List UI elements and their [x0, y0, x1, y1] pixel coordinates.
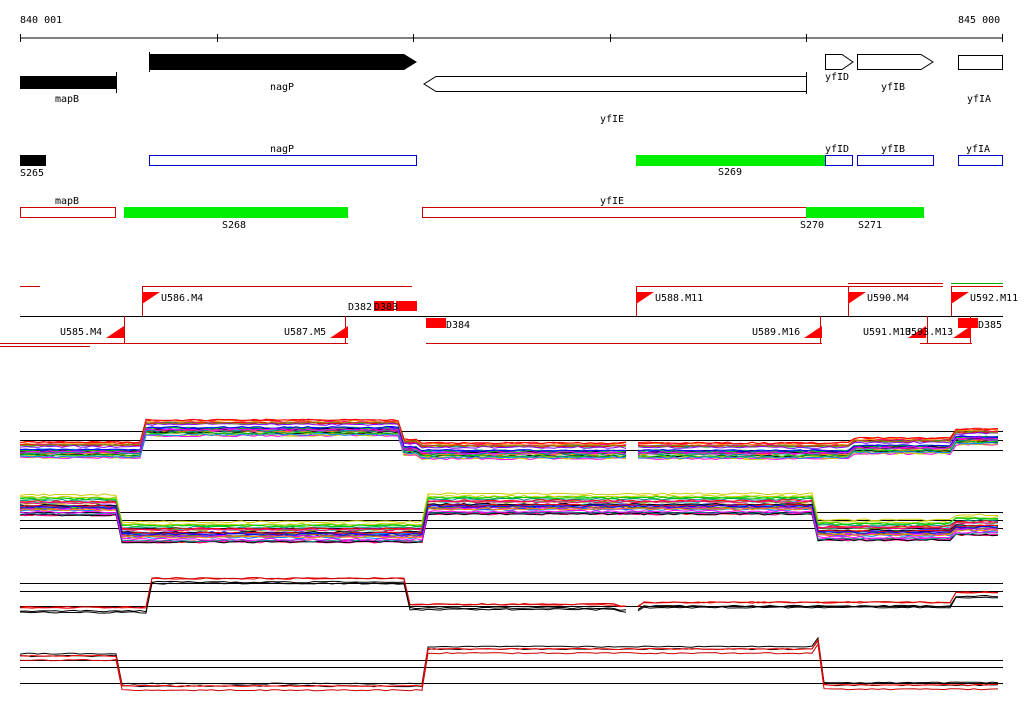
- gene-label-yfID: yfID: [825, 72, 849, 83]
- segment-row-1: S265 nagP S269 yfID yfIB yfIA: [20, 144, 1003, 179]
- panel1-trace: [19, 433, 999, 460]
- marker-D384[interactable]: D384: [426, 318, 470, 331]
- panel3-trace: [19, 580, 999, 613]
- panel2-trace: [19, 505, 999, 537]
- marker-U585-M4[interactable]: U585.M4: [60, 326, 124, 338]
- gene-label-mapB: mapB: [55, 94, 79, 105]
- gene-yfIA[interactable]: yfIA: [958, 55, 1003, 106]
- segment-label-yfID: yfID: [825, 144, 849, 155]
- panel1-trace: [19, 428, 999, 455]
- segment-S269[interactable]: [636, 155, 826, 166]
- ruler-end-label: 845 000: [958, 15, 1000, 26]
- gene-mapB[interactable]: mapB: [20, 72, 117, 105]
- gene-track: mapB nagP yfIE yfID yfIB yfIA: [20, 52, 1003, 125]
- panel2-trace: [19, 512, 999, 544]
- marker-U587-M5[interactable]: U587.M5: [284, 326, 348, 338]
- marker-label-U592-M11: U592.M11: [970, 293, 1018, 304]
- panel4-trace: [19, 642, 999, 692]
- segment-label-S269: S269: [718, 167, 742, 178]
- panel4-trace: [19, 639, 999, 688]
- marker-label-U588-M11: U588.M11: [655, 293, 703, 304]
- marker-D383[interactable]: D383: [374, 301, 417, 313]
- marker-label-U593-M13: U593.M13: [905, 327, 953, 338]
- profile-panel-3: [19, 576, 1003, 614]
- segment-mapB[interactable]: [20, 207, 116, 218]
- segment-label-S265: S265: [20, 168, 44, 179]
- panel3-trace: [19, 582, 999, 614]
- marker-label-D384: D384: [446, 320, 470, 331]
- profile-panel-2: [19, 492, 1003, 544]
- marker-label-D383: D383: [374, 302, 398, 313]
- gene-yfID[interactable]: yfID: [825, 54, 854, 84]
- segment-label-S271: S271: [858, 220, 882, 231]
- segment-S271[interactable]: [806, 207, 924, 218]
- marker-label-D382: D382: [348, 302, 372, 313]
- panel2-trace: [19, 511, 999, 543]
- marker-U589-M16[interactable]: U589.M16: [752, 326, 822, 338]
- panel2-trace: [19, 504, 999, 536]
- panel2-trace: [19, 499, 999, 531]
- gene-label-yfIB: yfIB: [881, 82, 905, 93]
- panel2-trace: [19, 507, 999, 539]
- segment-row-2: mapB S268 yfIE S270 S271: [20, 196, 924, 231]
- panel2-trace: [19, 496, 999, 528]
- profile-panel-1: [19, 418, 1003, 461]
- panel2-trace: [19, 500, 999, 532]
- segment-label-yfIE: yfIE: [600, 196, 624, 207]
- marker-U586-M4[interactable]: U586.M4: [142, 292, 203, 304]
- gene-yfIE[interactable]: yfIE: [423, 72, 807, 125]
- marker-U590-M4[interactable]: U590.M4: [848, 292, 909, 304]
- marker-label-U587-M5: U587.M5: [284, 327, 326, 338]
- panel1-trace: [19, 425, 999, 453]
- marker-U593-M13[interactable]: U593.M13: [905, 326, 971, 338]
- marker-U591-M13[interactable]: U591.M13: [863, 326, 926, 338]
- segment-label-S270: S270: [800, 220, 824, 231]
- marker-label-U589-M16: U589.M16: [752, 327, 800, 338]
- panel2-trace: [19, 492, 998, 524]
- segment-S265[interactable]: [20, 155, 46, 166]
- marker-D385[interactable]: D385: [958, 318, 1002, 331]
- panel4-trace: [19, 638, 998, 688]
- marker-label-D385: D385: [978, 320, 1002, 331]
- profile-panel-4: [19, 636, 1003, 692]
- segment-yfID[interactable]: [825, 155, 853, 166]
- panel1-trace: [19, 422, 999, 449]
- marker-label-U586-M4: U586.M4: [161, 293, 203, 304]
- segment-yfIA[interactable]: [958, 155, 1003, 166]
- segment-label-mapB: mapB: [55, 196, 79, 207]
- coordinate-ruler: 840 001 845 000: [20, 15, 1003, 42]
- marker-track: U586.M4 D382 D383 U588.M11 U590.M4 U592.…: [0, 283, 1018, 347]
- marker-label-U585-M4: U585.M4: [60, 327, 102, 338]
- gene-label-yfIA: yfIA: [967, 94, 991, 105]
- marker-label-U591-M13: U591.M13: [863, 327, 911, 338]
- marker-D382[interactable]: D382: [348, 301, 394, 313]
- marker-label-U590-M4: U590.M4: [867, 293, 909, 304]
- gene-nagP[interactable]: nagP: [149, 52, 418, 93]
- panel2-trace: [19, 509, 999, 541]
- segment-yfIB[interactable]: [857, 155, 934, 166]
- ruler-start-label: 840 001: [20, 15, 62, 26]
- segment-nagP[interactable]: [149, 155, 417, 166]
- gene-yfIB[interactable]: yfIB: [857, 54, 934, 94]
- segment-label-yfIB: yfIB: [881, 144, 905, 155]
- panel2-trace: [19, 494, 999, 526]
- segment-label-yfIA: yfIA: [966, 144, 990, 155]
- segment-label-nagP: nagP: [270, 144, 294, 155]
- panel3-trace: [19, 576, 999, 609]
- marker-U592-M11[interactable]: U592.M11: [951, 292, 1018, 304]
- marker-U588-M11[interactable]: U588.M11: [636, 292, 703, 304]
- segment-label-S268: S268: [222, 220, 246, 231]
- gene-label-nagP: nagP: [270, 82, 294, 93]
- panel3-trace: [19, 577, 999, 609]
- panel4-trace: [19, 636, 999, 685]
- panel1-trace: [19, 421, 999, 448]
- panel1-trace: [19, 418, 999, 445]
- segment-yfIE[interactable]: [422, 207, 807, 218]
- gene-label-yfIE: yfIE: [600, 114, 624, 125]
- segment-S268[interactable]: [124, 207, 348, 218]
